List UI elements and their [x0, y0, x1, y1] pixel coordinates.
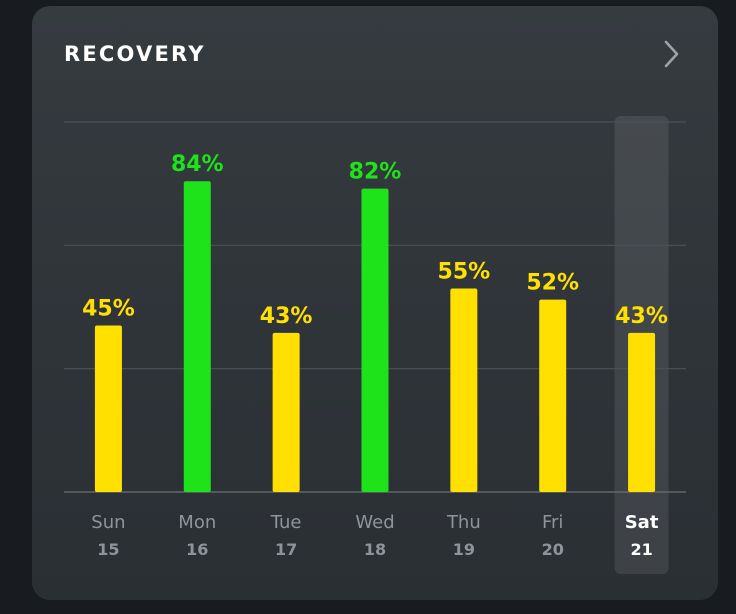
- bar-tue[interactable]: [272, 332, 300, 492]
- card-title: RECOVERY: [64, 42, 206, 66]
- bar-mon[interactable]: [183, 181, 211, 492]
- day-label[interactable]: Sun: [91, 512, 125, 533]
- date-label[interactable]: 19: [453, 540, 475, 559]
- date-label[interactable]: 17: [275, 540, 297, 559]
- data-label: 55%: [438, 260, 491, 285]
- day-label[interactable]: Thu: [446, 512, 481, 533]
- data-label: 84%: [171, 152, 224, 177]
- date-label[interactable]: 20: [542, 540, 564, 559]
- date-label[interactable]: 21: [630, 540, 652, 559]
- data-label: 43%: [260, 304, 313, 329]
- data-label: 52%: [526, 271, 579, 296]
- chevron-right-icon[interactable]: [658, 38, 684, 70]
- data-label: 45%: [82, 297, 135, 322]
- bar-wed[interactable]: [361, 188, 389, 492]
- date-label[interactable]: 18: [364, 540, 386, 559]
- bar-fri[interactable]: [539, 299, 567, 492]
- bar-thu[interactable]: [450, 288, 478, 493]
- date-label[interactable]: 15: [97, 540, 119, 559]
- data-label: 43%: [615, 304, 668, 329]
- day-label[interactable]: Tue: [270, 512, 302, 533]
- bar-sat[interactable]: [628, 332, 656, 492]
- data-label: 82%: [349, 160, 402, 185]
- day-label[interactable]: Fri: [542, 512, 563, 533]
- day-label[interactable]: Wed: [355, 512, 394, 533]
- bar-sun[interactable]: [94, 325, 122, 493]
- day-label[interactable]: Sat: [625, 512, 659, 533]
- day-label[interactable]: Mon: [178, 512, 216, 533]
- date-label[interactable]: 16: [186, 540, 208, 559]
